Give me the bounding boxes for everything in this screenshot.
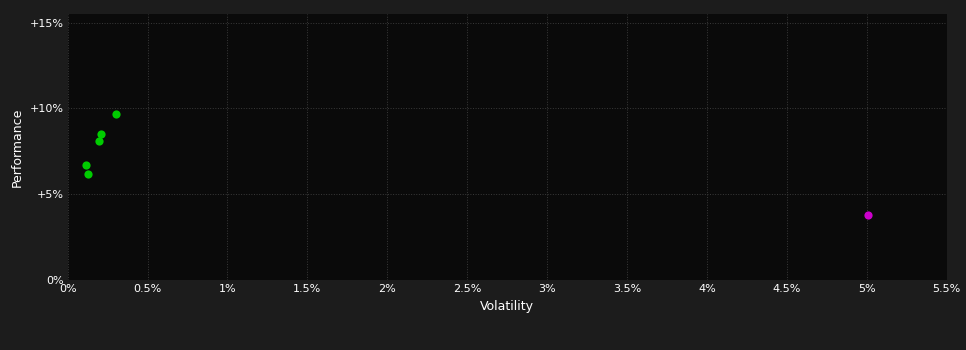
Point: [108, 111, 124, 116]
X-axis label: Volatility: Volatility: [480, 300, 534, 313]
Point: [860, 212, 875, 218]
Point: [94, 131, 109, 137]
Y-axis label: Performance: Performance: [11, 107, 24, 187]
Point: [81, 171, 97, 176]
Point: [91, 138, 106, 144]
Point: [78, 162, 94, 168]
